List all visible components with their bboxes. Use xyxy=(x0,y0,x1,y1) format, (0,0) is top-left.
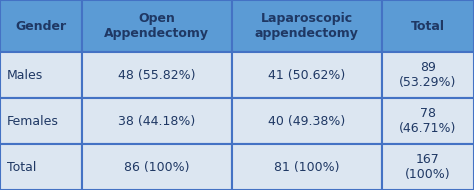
Text: 167
(100%): 167 (100%) xyxy=(405,153,451,181)
Bar xyxy=(82,144,232,190)
Bar xyxy=(0,98,82,144)
Text: 89
(53.29%): 89 (53.29%) xyxy=(399,61,456,89)
Text: Gender: Gender xyxy=(15,20,66,33)
Text: 40 (49.38%): 40 (49.38%) xyxy=(268,115,346,128)
Bar xyxy=(382,0,474,52)
Bar xyxy=(82,0,232,52)
Bar xyxy=(232,52,382,98)
Text: 41 (50.62%): 41 (50.62%) xyxy=(268,69,346,82)
Text: Total: Total xyxy=(411,20,445,33)
Text: Open
Appendectomy: Open Appendectomy xyxy=(104,12,209,40)
Bar xyxy=(232,0,382,52)
Text: 78
(46.71%): 78 (46.71%) xyxy=(399,107,456,135)
Bar xyxy=(232,98,382,144)
Text: 38 (44.18%): 38 (44.18%) xyxy=(118,115,195,128)
Text: 81 (100%): 81 (100%) xyxy=(274,161,339,173)
Text: Laparoscopic
appendectomy: Laparoscopic appendectomy xyxy=(255,12,359,40)
Text: 86 (100%): 86 (100%) xyxy=(124,161,190,173)
Bar xyxy=(382,52,474,98)
Bar xyxy=(82,98,232,144)
Text: Females: Females xyxy=(7,115,59,128)
Text: 48 (55.82%): 48 (55.82%) xyxy=(118,69,195,82)
Bar xyxy=(0,52,82,98)
Bar xyxy=(0,144,82,190)
Text: Males: Males xyxy=(7,69,43,82)
Bar xyxy=(0,0,82,52)
Bar xyxy=(82,52,232,98)
Text: Total: Total xyxy=(7,161,36,173)
Bar xyxy=(232,144,382,190)
Bar xyxy=(382,144,474,190)
Bar xyxy=(382,98,474,144)
